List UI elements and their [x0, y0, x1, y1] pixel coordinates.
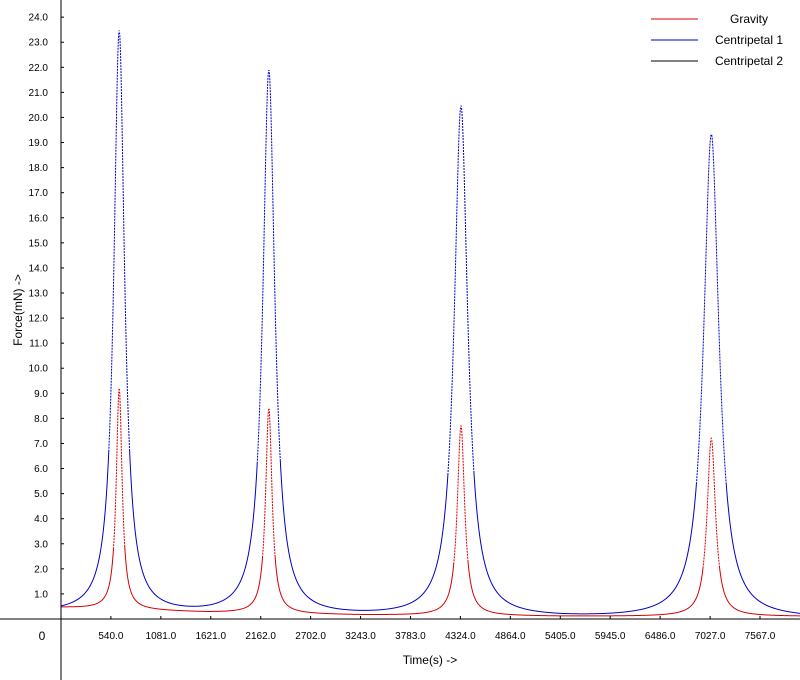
x-tick-label: 3243.0 — [345, 631, 376, 642]
y-tick-label: 21.0 — [29, 88, 49, 99]
x-tick-label: 540.0 — [98, 631, 123, 642]
ticks: 1.0 2.0 3.0 4.0 5.0 6.0 7.0 8.0 9.0 10.0 11.0 12.0 1… — [29, 13, 776, 642]
legend-label: Centripetal 1 — [715, 33, 783, 47]
x-tick-label: 3783.0 — [395, 631, 426, 642]
series-1-peak-mask-2 — [261, 406, 276, 556]
x-tick-label: 2162.0 — [245, 631, 276, 642]
series-1-peak-mask-1 — [112, 386, 126, 548]
series-line-2 — [60, 30, 800, 615]
x-tick-label: 2702.0 — [295, 631, 326, 642]
y-tick-label: 2.0 — [34, 564, 48, 575]
y-tick-label: 15.0 — [29, 238, 49, 249]
y-tick-label: 18.0 — [29, 163, 49, 174]
y-tick-label: 8.0 — [34, 414, 48, 425]
legend: Gravity Centripetal 1 Centripetal 2 — [651, 12, 783, 68]
x-tick-label: 4324.0 — [445, 631, 476, 642]
series-layer — [60, 29, 800, 620]
y-tick-label: 16.0 — [29, 213, 49, 224]
x-tick-label: 7567.0 — [745, 631, 776, 642]
x-tick-label: 1621.0 — [195, 631, 226, 642]
y-axis-title: Force(mN) -> — [11, 274, 25, 346]
series-2-peak-mask-2 — [256, 69, 282, 462]
y-tick-label: 6.0 — [34, 464, 48, 475]
y-tick-label: 1.0 — [34, 589, 48, 600]
series-1-peak-mask-4 — [702, 437, 721, 567]
series-2-peak-mask-1 — [108, 29, 131, 450]
series-2-peak-mask-3 — [447, 104, 475, 474]
legend-label: Gravity — [730, 12, 768, 26]
x-tick-label: 7027.0 — [695, 631, 726, 642]
y-tick-label: 11.0 — [29, 339, 48, 350]
y-tick-label: 24.0 — [29, 13, 49, 24]
y-tick-label: 5.0 — [34, 489, 48, 500]
y-tick-label: 4.0 — [34, 514, 48, 525]
y-tick-label: 14.0 — [29, 263, 49, 274]
y-tick-label: 13.0 — [29, 289, 49, 300]
y-tick-label: 3.0 — [34, 539, 48, 550]
x-tick-label: 6486.0 — [645, 631, 676, 642]
y-tick-label: 9.0 — [34, 389, 48, 400]
y-tick-label: 23.0 — [29, 38, 49, 49]
series-line-1 — [61, 388, 800, 617]
legend-label: Centripetal 2 — [715, 54, 783, 68]
y-tick-label: 19.0 — [29, 138, 49, 149]
x-tick-label: 1081.0 — [146, 631, 177, 642]
x-tick-label: 5405.0 — [545, 631, 576, 642]
y-tick-label: 17.0 — [29, 188, 49, 199]
y-tick-label: 10.0 — [29, 364, 49, 375]
series-2-peak-mask-4 — [695, 133, 727, 483]
x-axis-title: Time(s) -> — [403, 653, 458, 667]
origin-label: 0 — [39, 629, 46, 643]
y-tick-label: 12.0 — [29, 314, 49, 325]
y-tick-label: 22.0 — [29, 63, 49, 74]
x-tick-label: 4864.0 — [495, 631, 526, 642]
series-1-peak-mask-3 — [453, 424, 469, 563]
y-tick-label: 20.0 — [29, 113, 49, 124]
x-tick-label: 5945.0 — [595, 631, 626, 642]
y-tick-label: 7.0 — [34, 439, 48, 450]
